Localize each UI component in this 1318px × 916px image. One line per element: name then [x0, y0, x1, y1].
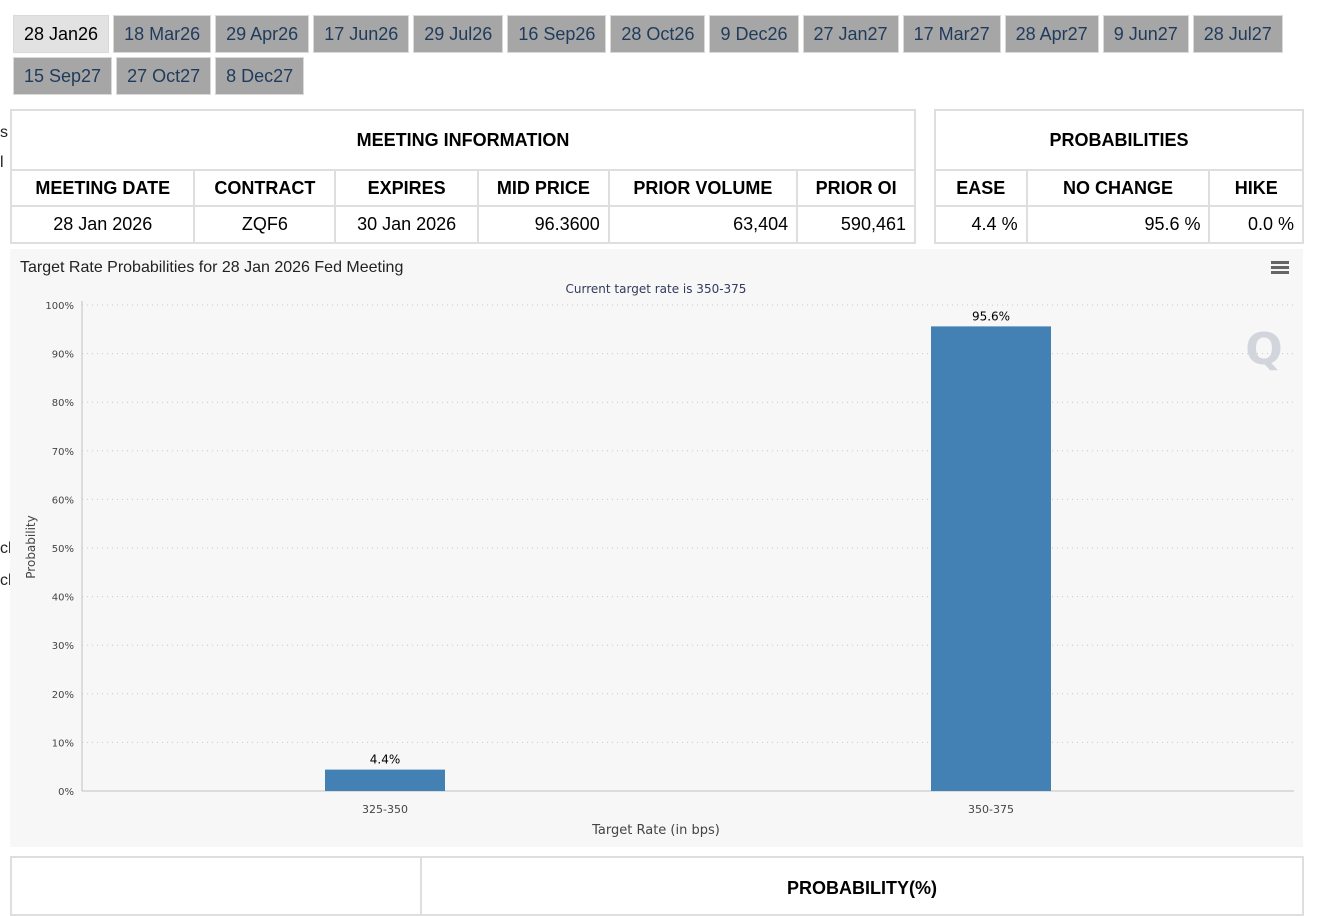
probabilities-title: PROBABILITIES [934, 109, 1304, 171]
x-tick-350-375: 350-375 [968, 803, 1014, 816]
meeting-information-title: MEETING INFORMATION [10, 109, 916, 171]
x-tick-325-350: 325-350 [362, 803, 408, 816]
bar-325-350 [325, 769, 445, 791]
tab-18-mar26[interactable]: 18 Mar26 [113, 15, 212, 53]
header-contract: CONTRACT [193, 169, 337, 207]
tab-9-dec26[interactable]: 9 Dec26 [709, 15, 799, 53]
chart-title: Target Rate Probabilities for 28 Jan 202… [20, 259, 404, 276]
tab-17-mar27[interactable]: 17 Mar27 [902, 15, 1001, 53]
table-divider [420, 858, 422, 914]
tab-8-dec27[interactable]: 8 Dec27 [215, 57, 305, 95]
edge-text-2: l [0, 154, 4, 171]
watermark-logo: Q [1245, 324, 1282, 375]
tab-15-sep27[interactable]: 15 Sep27 [13, 57, 113, 95]
tab-28-oct26[interactable]: 28 Oct26 [610, 15, 706, 53]
tab-17-jun26[interactable]: 17 Jun26 [313, 15, 410, 53]
data-label-325-350: 4.4% [370, 753, 401, 767]
meeting-information-table: MEETING INFORMATION MEETING DATE CONTRAC… [9, 109, 916, 244]
target-rate-chart: Current target rate is 350-375 0% 10% 20% 30… [24, 282, 1294, 838]
data-label-350-375: 95.6% [972, 309, 1010, 323]
tab-9-jun27[interactable]: 9 Jun27 [1102, 15, 1189, 53]
y-tick-70: 70% [52, 447, 74, 458]
tab-29-apr26[interactable]: 29 Apr26 [215, 15, 310, 53]
probability-title: PROBABILITY(%) [787, 878, 937, 898]
y-tick-90: 90% [52, 350, 74, 361]
y-tick-30: 30% [52, 641, 74, 652]
chart-panel: Target Rate Probabilities for 28 Jan 202… [10, 249, 1303, 847]
x-axis-title: Target Rate (in bps) [591, 823, 720, 838]
chart-subtitle: Current target rate is 350-375 [566, 282, 747, 296]
meeting-date-tabs: 28 Jan26 18 Mar26 29 Apr26 17 Jun26 29 Jul26… [13, 15, 1303, 99]
header-meeting-date: MEETING DATE [9, 169, 196, 207]
y-tick-20: 20% [52, 690, 74, 701]
y-tick-50: 50% [52, 544, 74, 555]
tab-28-jul27[interactable]: 28 Jul27 [1192, 15, 1283, 53]
contract-value: ZQF6 [193, 205, 337, 244]
header-expires: EXPIRES [334, 169, 479, 207]
expires-value: 30 Jan 2026 [334, 205, 479, 244]
header-prior-volume: PRIOR VOLUME [607, 169, 799, 207]
y-tick-100: 100% [45, 301, 74, 312]
probabilities-table: PROBABILITIES EASE NO CHANGE HIKE 4.4 % … [934, 109, 1304, 244]
y-tick-0: 0% [58, 787, 74, 798]
hike-value: 0.0 % [1208, 205, 1304, 244]
bar-350-375 [931, 326, 1051, 791]
probability-table: PROBABILITY(%) [10, 856, 1304, 916]
header-no-change: NO CHANGE [1025, 169, 1211, 207]
edge-text-1: s [0, 124, 8, 141]
y-tick-10: 10% [52, 738, 74, 749]
tab-29-jul26[interactable]: 29 Jul26 [413, 15, 504, 53]
y-tick-80: 80% [52, 398, 74, 409]
prior-oi-value: 590,461 [796, 205, 916, 244]
tab-27-oct27[interactable]: 27 Oct27 [116, 57, 212, 95]
tab-16-sep26[interactable]: 16 Sep26 [507, 15, 607, 53]
chart-menu-icon[interactable] [1271, 261, 1289, 275]
ease-value: 4.4 % [934, 205, 1028, 244]
header-hike: HIKE [1208, 169, 1304, 207]
tab-27-jan27[interactable]: 27 Jan27 [802, 15, 899, 53]
y-tick-60: 60% [52, 495, 74, 506]
header-ease: EASE [934, 169, 1028, 207]
tab-28-jan26[interactable]: 28 Jan26 [13, 15, 110, 53]
meeting-date-value: 28 Jan 2026 [9, 205, 196, 244]
tab-28-apr27[interactable]: 28 Apr27 [1004, 15, 1099, 53]
header-prior-oi: PRIOR OI [796, 169, 916, 207]
prior-volume-value: 63,404 [607, 205, 799, 244]
header-mid-price: MID PRICE [476, 169, 610, 207]
y-tick-40: 40% [52, 593, 74, 604]
mid-price-value: 96.3600 [476, 205, 610, 244]
y-axis-title: Probability [24, 515, 38, 578]
no-change-value: 95.6 % [1025, 205, 1211, 244]
